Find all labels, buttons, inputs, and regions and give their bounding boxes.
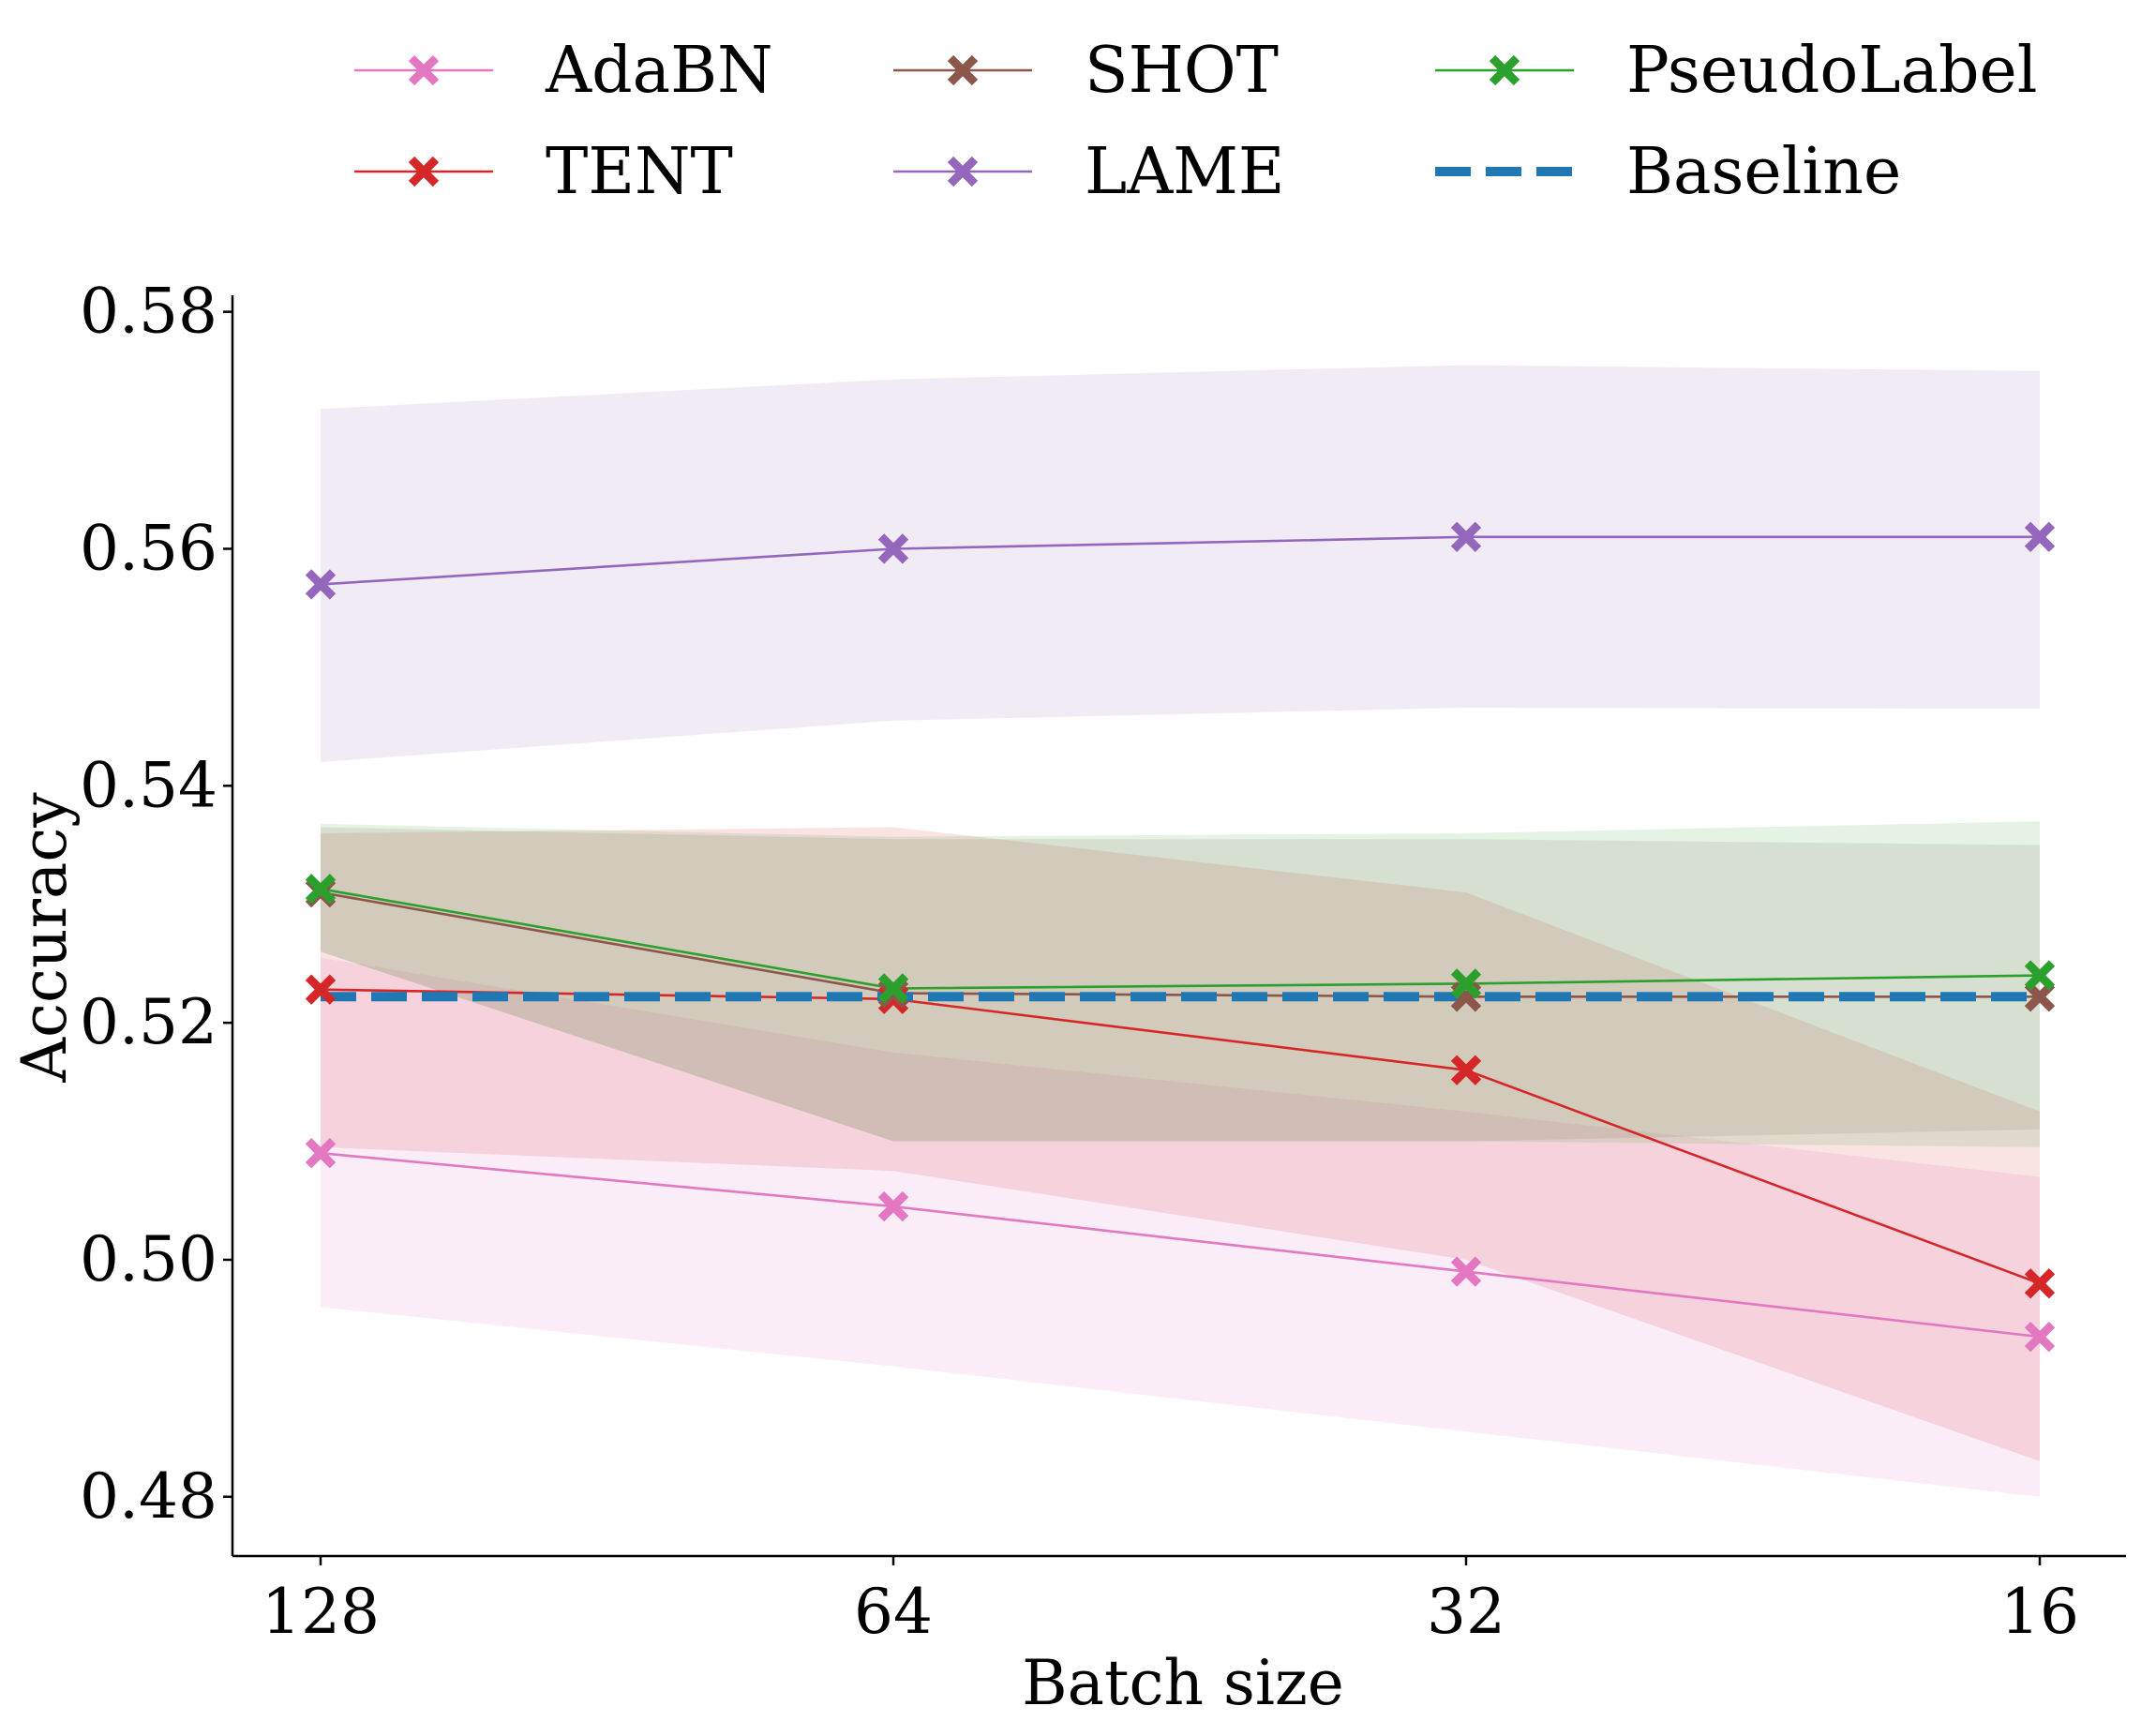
series-markers <box>305 521 2056 1353</box>
legend-label: AdaBN <box>545 34 773 108</box>
y-tick-label: 0.54 <box>80 749 217 821</box>
lame-point-64 <box>877 533 909 564</box>
x-tick-label: 16 <box>2000 1576 2079 1648</box>
legend-label: LAME <box>1085 135 1285 209</box>
y-tick-label: 0.50 <box>80 1223 217 1295</box>
legend-item-adabn: AdaBN <box>354 34 773 108</box>
legend-marker <box>408 156 440 187</box>
legend-label: Baseline <box>1626 135 1901 209</box>
adabn-line <box>320 1151 2041 1339</box>
tent-point-128 <box>305 974 337 1005</box>
y-tick-label: 0.58 <box>80 276 217 348</box>
pseudolabel-point-128 <box>305 874 337 905</box>
lame-point-16 <box>2024 521 2056 553</box>
axes: 0.48 0.50 0.52 0.54 0.56 0.58 128 64 32 16 <box>80 276 2126 1648</box>
lame-point-32 <box>1450 521 1482 553</box>
x-axis-label: Batch size <box>1022 1647 1344 1719</box>
y-tick-label: 0.52 <box>80 986 217 1058</box>
x-tick-label: 64 <box>854 1576 933 1648</box>
confidence-bands <box>321 365 2040 1497</box>
adabn-band <box>321 957 2040 1497</box>
legend-marker <box>947 54 979 86</box>
legend-item-lame: LAME <box>893 135 1285 209</box>
legend-label: PseudoLabel <box>1626 34 2038 108</box>
legend-item-baseline: Baseline <box>1435 135 1901 209</box>
tent-band <box>321 827 2040 1461</box>
series-lines <box>320 535 2041 1339</box>
tent-point-16 <box>2024 1268 2056 1299</box>
legend: AdaBN TENT SHOT LAME PseudoLabel Baseline <box>354 34 2038 209</box>
legend-marker <box>1489 54 1520 86</box>
legend-item-shot: SHOT <box>893 34 1279 108</box>
adabn-point-32 <box>1450 1256 1482 1287</box>
shot-band <box>321 827 2040 1142</box>
legend-item-tent: TENT <box>354 135 733 209</box>
y-tick-label: 0.48 <box>80 1460 217 1533</box>
lame-band <box>321 365 2040 762</box>
pseudolabel-point-64 <box>877 973 909 1004</box>
tent-point-32 <box>1450 1055 1482 1085</box>
adabn-point-64 <box>877 1190 909 1222</box>
pseudolabel-band <box>321 821 2040 1147</box>
lame-line <box>320 535 2040 586</box>
lame-point-128 <box>305 569 337 600</box>
legend-marker <box>947 156 979 187</box>
pseudolabel-point-16 <box>2024 960 2056 991</box>
adabn-point-128 <box>305 1138 337 1169</box>
y-tick-label: 0.56 <box>80 512 217 584</box>
pseudolabel-line <box>320 888 2041 990</box>
pseudolabel-point-32 <box>1450 968 1482 999</box>
legend-label: SHOT <box>1085 34 1279 108</box>
x-tick-label: 32 <box>1427 1576 1505 1648</box>
legend-label: TENT <box>546 135 733 209</box>
legend-item-pseudolabel: PseudoLabel <box>1435 34 2038 108</box>
legend-marker <box>408 54 440 86</box>
x-tick-label: 128 <box>262 1576 380 1648</box>
y-axis-label: Accuracy <box>8 792 81 1084</box>
adabn-point-16 <box>2024 1321 2056 1353</box>
